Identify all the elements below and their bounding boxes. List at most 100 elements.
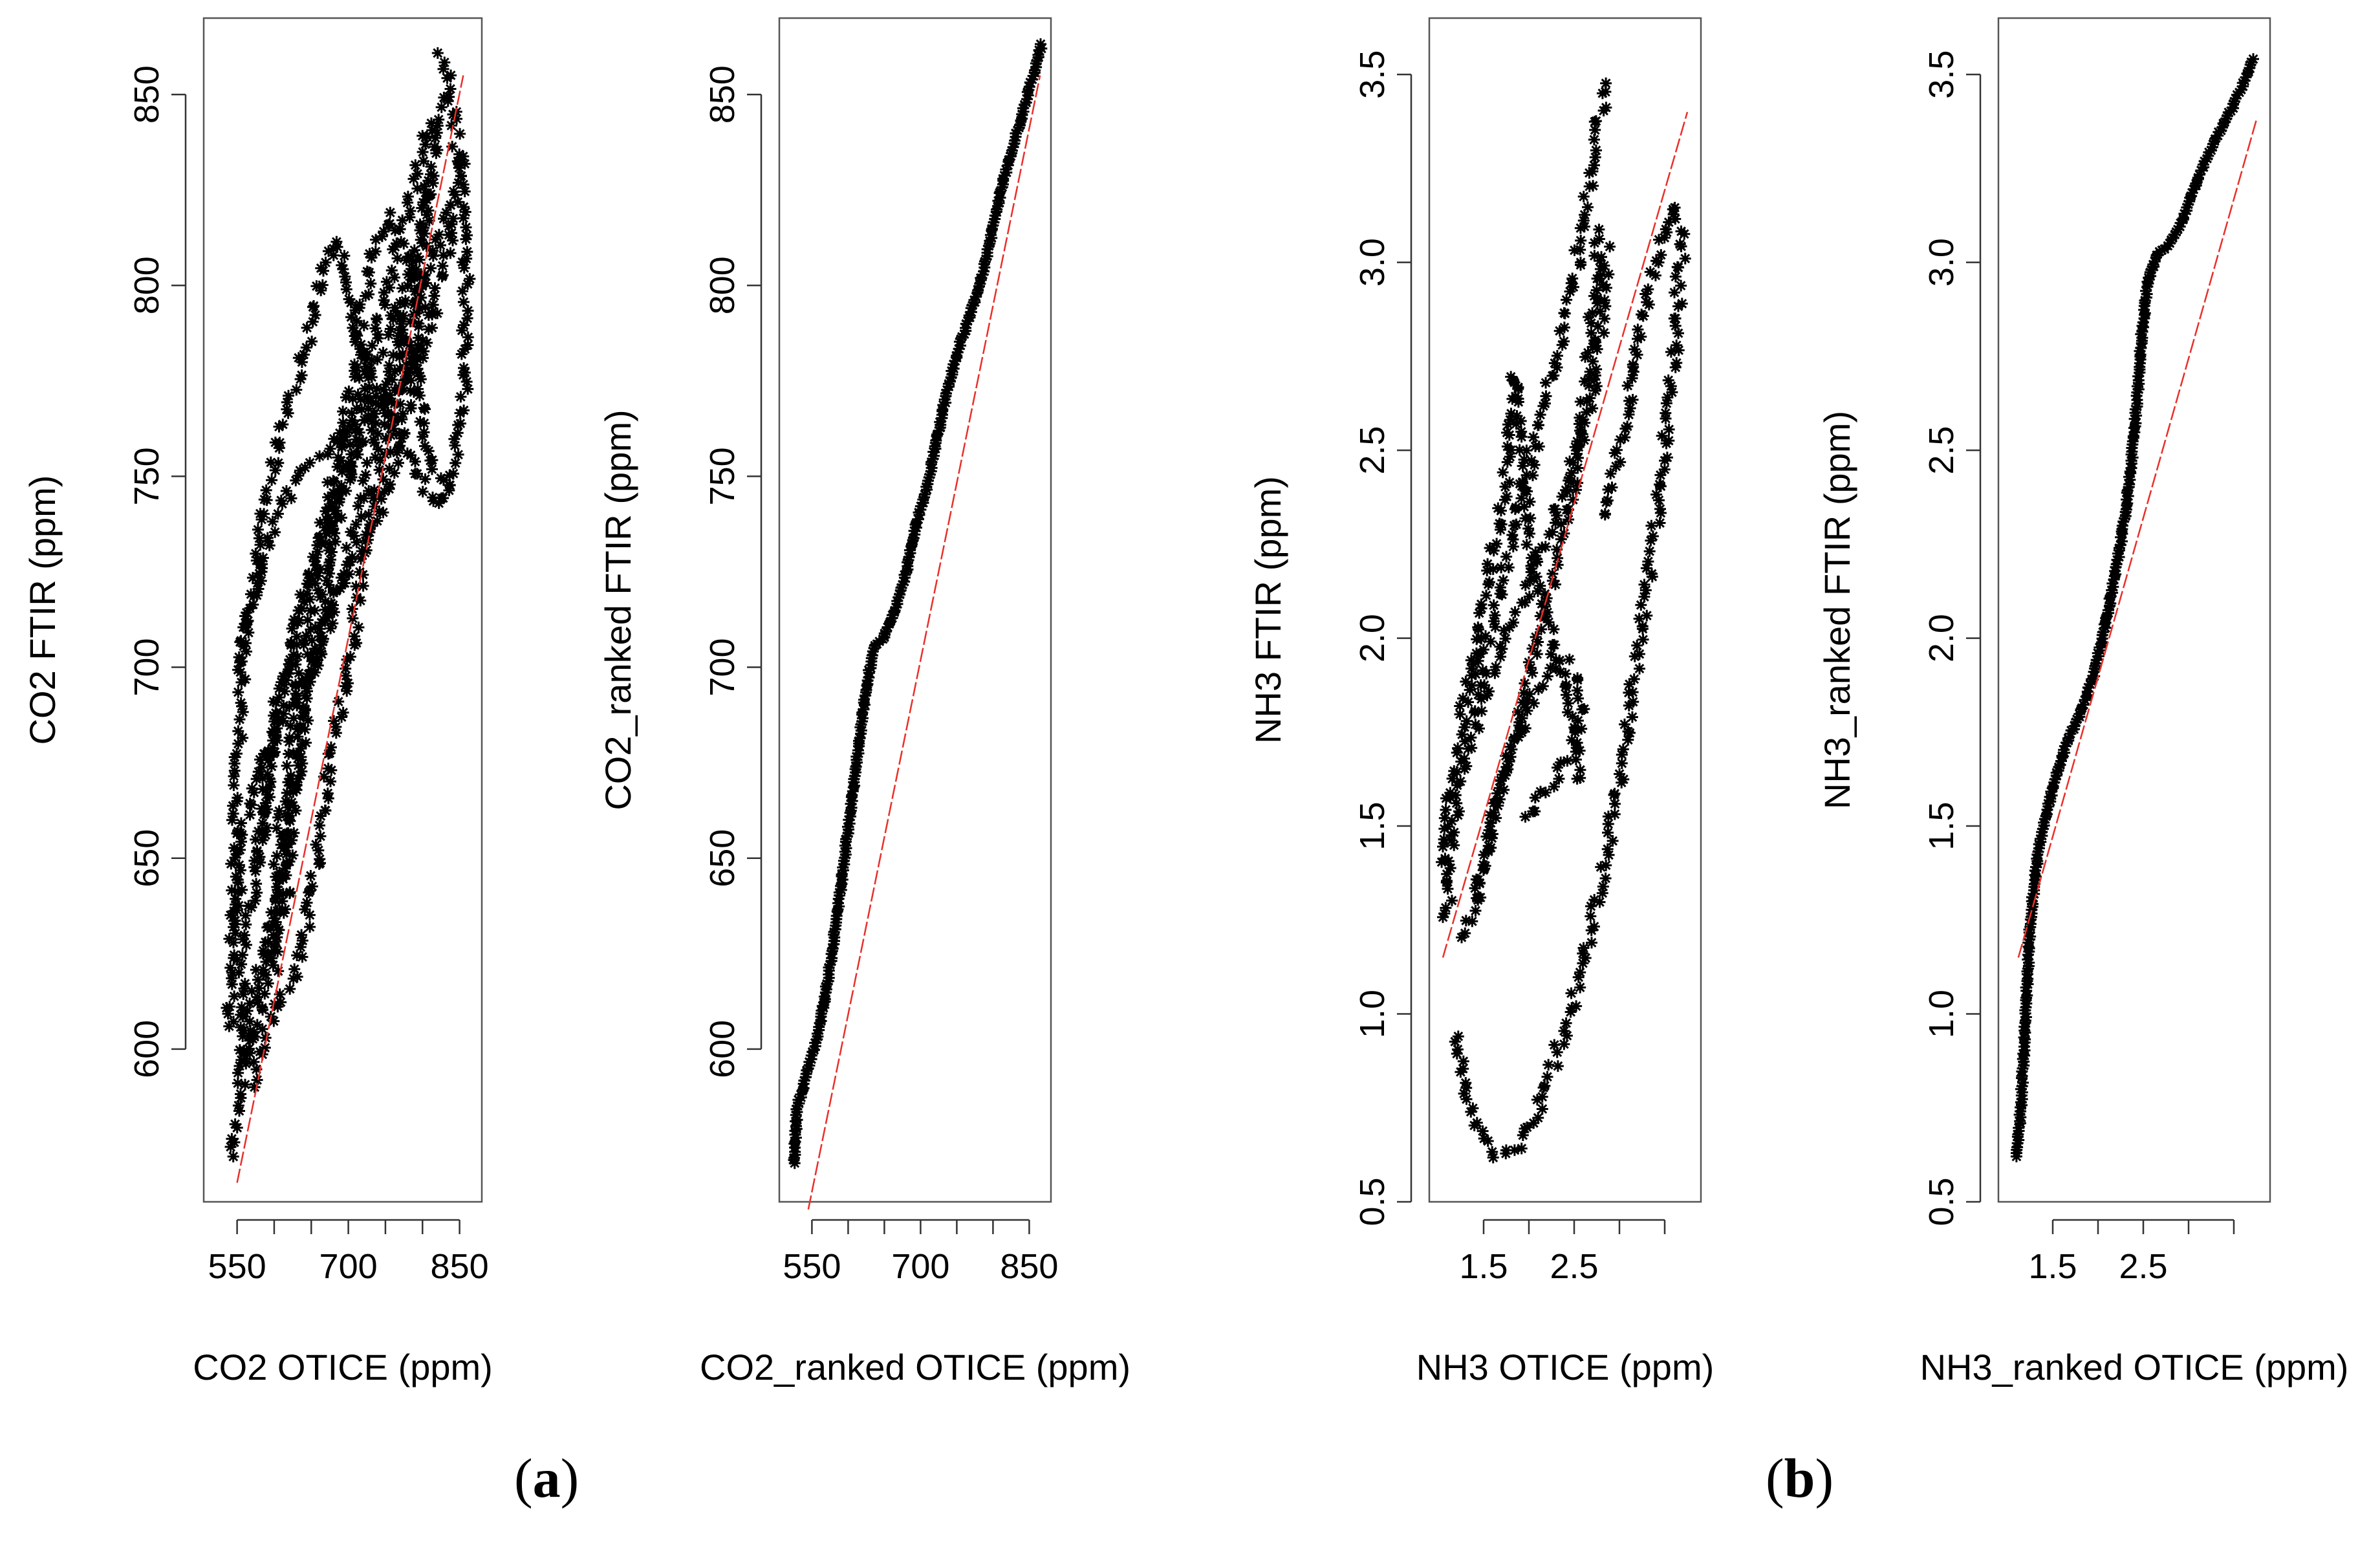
data-point bbox=[2104, 597, 2117, 609]
data-point bbox=[342, 677, 354, 690]
data-point bbox=[233, 966, 245, 979]
data-point bbox=[1533, 440, 1545, 453]
data-point bbox=[457, 285, 469, 298]
data-point bbox=[323, 567, 336, 580]
data-point bbox=[448, 186, 460, 198]
data-point bbox=[398, 375, 411, 386]
data-point bbox=[1594, 255, 1606, 267]
data-point bbox=[1602, 827, 1614, 839]
data-point bbox=[1585, 910, 1597, 922]
data-point bbox=[372, 332, 384, 345]
data-point bbox=[2156, 244, 2168, 256]
data-point bbox=[2242, 66, 2255, 78]
data-point bbox=[1550, 654, 1562, 666]
data-point bbox=[277, 887, 289, 900]
data-point bbox=[238, 929, 250, 941]
data-point bbox=[1550, 517, 1562, 529]
data-point bbox=[281, 787, 293, 799]
data-point bbox=[265, 760, 277, 772]
data-point bbox=[319, 596, 331, 608]
data-point bbox=[422, 204, 435, 217]
data-point bbox=[1548, 638, 1561, 651]
data-point bbox=[1495, 651, 1506, 663]
data-point bbox=[1484, 542, 1496, 554]
data-point bbox=[1546, 568, 1559, 580]
data-point bbox=[275, 494, 287, 506]
data-point bbox=[931, 428, 944, 440]
data-point bbox=[1582, 347, 1594, 359]
data-point bbox=[358, 320, 370, 332]
data-point bbox=[1481, 690, 1493, 702]
data-point bbox=[997, 173, 1010, 185]
data-point bbox=[1551, 543, 1563, 556]
data-point bbox=[272, 946, 284, 958]
data-point bbox=[235, 817, 247, 829]
data-point bbox=[1552, 559, 1564, 571]
data-point bbox=[1574, 981, 1586, 994]
data-point bbox=[1510, 418, 1522, 430]
data-point bbox=[1517, 697, 1528, 708]
data-point bbox=[1647, 530, 1659, 542]
data-point bbox=[228, 757, 241, 770]
data-point bbox=[1458, 1087, 1470, 1100]
data-point bbox=[1521, 1121, 1533, 1133]
data-point bbox=[460, 376, 473, 388]
data-point bbox=[1519, 484, 1531, 497]
data-point bbox=[361, 457, 373, 469]
data-point bbox=[250, 878, 263, 890]
data-point bbox=[1574, 772, 1586, 784]
data-point bbox=[1498, 784, 1510, 796]
data-point bbox=[1570, 484, 1582, 496]
data-point bbox=[265, 750, 276, 763]
data-point bbox=[422, 323, 435, 336]
data-point bbox=[421, 131, 433, 142]
data-point bbox=[281, 759, 293, 772]
data-point bbox=[431, 307, 444, 320]
data-point bbox=[1555, 518, 1567, 530]
data-point bbox=[1487, 563, 1499, 575]
data-point bbox=[372, 428, 384, 440]
data-point bbox=[235, 1021, 247, 1034]
data-point bbox=[237, 732, 249, 744]
data-point bbox=[1469, 719, 1482, 731]
data-point bbox=[415, 373, 427, 386]
data-point bbox=[2013, 1122, 2025, 1134]
data-point bbox=[338, 424, 351, 436]
data-point bbox=[349, 330, 361, 342]
data-point bbox=[301, 897, 313, 909]
data-point bbox=[405, 399, 417, 411]
data-point bbox=[1508, 616, 1519, 629]
plot-frame bbox=[1428, 17, 1702, 1203]
data-point bbox=[281, 827, 293, 840]
data-point bbox=[1535, 785, 1546, 798]
data-point bbox=[1487, 1151, 1499, 1164]
data-point bbox=[1442, 821, 1454, 832]
data-point bbox=[374, 454, 386, 466]
data-point bbox=[1614, 433, 1627, 446]
y-axis-title: NH3 FTIR (ppm) bbox=[1248, 476, 1288, 744]
data-point bbox=[239, 610, 252, 622]
data-point bbox=[321, 787, 334, 799]
data-point bbox=[1643, 545, 1656, 558]
data-point bbox=[314, 646, 327, 658]
data-point bbox=[314, 516, 326, 528]
data-point bbox=[405, 250, 417, 262]
data-point bbox=[1536, 541, 1548, 554]
data-point bbox=[1448, 765, 1460, 777]
data-point bbox=[227, 807, 239, 820]
data-point bbox=[1518, 453, 1530, 466]
data-point bbox=[350, 518, 362, 530]
data-point bbox=[437, 63, 449, 75]
data-point bbox=[325, 741, 337, 754]
data-point bbox=[314, 450, 326, 462]
data-point bbox=[377, 347, 389, 359]
data-point bbox=[1554, 666, 1566, 678]
data-point bbox=[425, 117, 437, 129]
data-point bbox=[1539, 397, 1551, 409]
data-point bbox=[1531, 553, 1543, 565]
data-point bbox=[314, 853, 326, 865]
data-point bbox=[1574, 244, 1586, 256]
data-point bbox=[1571, 684, 1583, 697]
data-point bbox=[406, 353, 417, 365]
y-tick-label: 600 bbox=[127, 1020, 166, 1078]
